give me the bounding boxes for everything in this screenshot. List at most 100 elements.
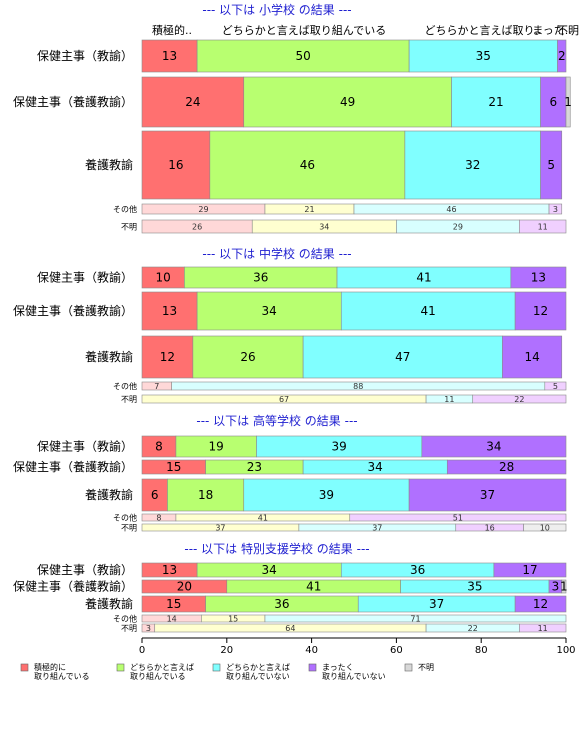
- value-label-3-2-2: 37: [429, 597, 444, 611]
- value-label-1-1-0: 13: [162, 304, 177, 318]
- legend-label-1-a: どちらかと言えば: [130, 662, 194, 672]
- legend-swatch-2: [212, 663, 221, 672]
- legend-label-1-b: 取り組んでいる: [130, 671, 186, 681]
- column-header-0: 積極的..: [152, 23, 192, 37]
- value-label-0-3-2: 46: [446, 205, 456, 214]
- value-label-1-3-3: 5: [553, 382, 558, 391]
- value-label-1-3-0: 7: [154, 382, 159, 391]
- value-label-1-0-3: 13: [531, 271, 546, 285]
- value-label-0-3-1: 21: [304, 205, 314, 214]
- x-tick-label-2: 40: [305, 645, 318, 656]
- row-label-0-1: 保健主事（養護教諭）: [13, 94, 133, 109]
- value-label-3-0-3: 17: [522, 563, 537, 577]
- value-label-1-0-2: 41: [416, 271, 431, 285]
- bar-segment-3-4-3: [519, 623, 567, 633]
- value-label-2-0-2: 39: [332, 440, 347, 454]
- legend-label-0-b: 取り組んでいる: [34, 671, 90, 681]
- row-label-1-4: 不明: [121, 395, 137, 404]
- value-label-2-1-3: 28: [499, 460, 514, 474]
- column-header-3: まった..: [532, 24, 572, 37]
- bar-segment-1-3-3: [544, 381, 567, 391]
- row-label-2-3: その他: [113, 513, 137, 523]
- row-label-3-2: 養護教諭: [85, 596, 133, 611]
- row-label-3-4: 不明: [121, 624, 137, 633]
- value-label-2-4-2: 37: [372, 524, 382, 533]
- legend-label-2-b: 取り組んでいない: [226, 671, 290, 681]
- row-label-1-0: 保健主事（教諭）: [37, 270, 133, 285]
- value-label-1-2-0: 12: [160, 350, 175, 364]
- value-label-0-4-3: 11: [538, 223, 548, 232]
- x-tick-label-5: 100: [556, 645, 575, 656]
- row-label-2-1: 保健主事（養護教諭）: [13, 459, 133, 474]
- panel-title-2: --- 以下は 高等学校 の結果 ---: [196, 413, 357, 428]
- row-label-1-1: 保健主事（養護教諭）: [13, 303, 133, 318]
- value-label-1-1-1: 34: [262, 304, 277, 318]
- value-label-2-0-3: 34: [486, 440, 501, 454]
- value-label-2-4-3: 16: [485, 524, 495, 533]
- legend-swatch-1: [116, 663, 125, 672]
- value-label-1-0-0: 10: [156, 271, 171, 285]
- value-label-1-1-2: 41: [421, 304, 436, 318]
- row-label-3-3: その他: [113, 614, 137, 624]
- value-label-2-4-1: 37: [215, 524, 225, 533]
- value-label-2-3-1: 41: [258, 514, 268, 523]
- legend-swatch-4: [404, 663, 413, 672]
- row-label-2-4: 不明: [121, 524, 137, 533]
- value-label-0-4-1: 34: [319, 223, 329, 232]
- value-label-3-1-2: 35: [467, 580, 482, 594]
- x-tick-label-4: 80: [475, 645, 488, 656]
- value-label-1-4-1: 67: [279, 395, 289, 404]
- legend-label-3-a: まったく: [322, 663, 354, 672]
- bar-segment-2-3-3: [349, 513, 567, 522]
- bar-segment-0-4-3: [519, 219, 567, 234]
- row-label-2-2: 養護教諭: [85, 487, 133, 502]
- value-label-2-4-4: 10: [540, 524, 550, 533]
- bar-segment-1-2-3: [502, 335, 563, 379]
- bar-segment-1-0-3: [510, 266, 567, 289]
- bar-segment-0-2-3: [540, 130, 563, 200]
- value-label-0-1-2: 21: [488, 95, 503, 109]
- value-label-3-4-0: 3: [146, 624, 151, 633]
- value-label-3-4-3: 11: [538, 624, 548, 633]
- bar-segment-1-2-1: [192, 335, 304, 379]
- value-label-3-1-0: 20: [177, 580, 192, 594]
- bar-segment-3-1-4: [561, 579, 567, 594]
- row-label-2-0: 保健主事（教諭）: [37, 439, 133, 454]
- value-label-3-4-2: 22: [468, 624, 478, 633]
- bar-segment-0-2-1: [209, 130, 406, 200]
- value-label-2-1-1: 23: [247, 460, 262, 474]
- row-label-1-3: その他: [113, 381, 137, 391]
- value-label-3-2-1: 36: [274, 597, 289, 611]
- bar-segment-0-1-3: [540, 76, 567, 128]
- row-label-0-2: 養護教諭: [85, 157, 133, 172]
- value-label-2-1-2: 34: [368, 460, 383, 474]
- bar-segment-2-2-0: [141, 478, 168, 512]
- row-label-3-1: 保健主事（養護教諭）: [13, 579, 133, 594]
- column-header-1: どちらかと言えば取り組んでいる: [222, 24, 386, 37]
- value-label-0-3-3: 3: [553, 205, 558, 214]
- value-label-3-3-0: 14: [167, 615, 177, 624]
- bar-segment-1-2-0: [141, 335, 194, 379]
- bar-segment-0-3-3: [548, 203, 563, 215]
- legend-swatch-0: [20, 663, 29, 672]
- value-label-3-1-4: 1: [560, 580, 568, 594]
- bar-segment-1-2-2: [302, 335, 503, 379]
- row-label-0-3: その他: [113, 204, 137, 214]
- value-label-3-3-1: 15: [228, 615, 238, 624]
- value-label-2-3-3: 51: [453, 514, 463, 523]
- bar-segment-1-1-2: [340, 291, 516, 331]
- bar-segment-2-1-3: [446, 459, 567, 475]
- value-label-0-3-0: 29: [198, 205, 208, 214]
- bar-segment-2-2-3: [408, 478, 567, 512]
- value-label-1-2-2: 47: [395, 350, 410, 364]
- x-tick-label-1: 20: [220, 645, 233, 656]
- x-tick-label-0: 0: [139, 645, 145, 656]
- panel-title-0: --- 以下は 小学校 の結果 ---: [202, 2, 351, 17]
- value-label-1-4-3: 22: [514, 395, 524, 404]
- value-label-2-2-2: 39: [319, 488, 334, 502]
- value-label-2-0-1: 19: [209, 440, 224, 454]
- value-label-3-0-1: 34: [262, 563, 277, 577]
- bar-segment-3-3-2: [264, 614, 567, 623]
- value-label-0-1-4: 1: [564, 95, 572, 109]
